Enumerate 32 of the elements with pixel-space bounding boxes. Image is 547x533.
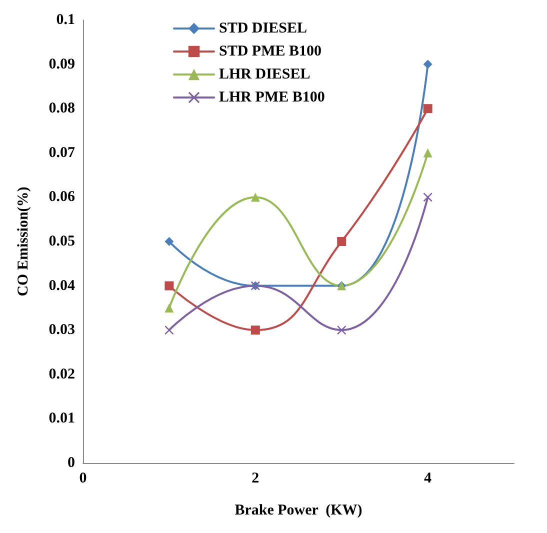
x-tick-label: 4 (424, 470, 432, 486)
point (423, 60, 432, 69)
point (337, 237, 346, 246)
legend-label: LHR PME B100 (219, 90, 325, 106)
y-tick-label: 0 (68, 455, 75, 471)
legend-label: LHR DIESEL (219, 66, 310, 82)
point (250, 326, 260, 335)
point (250, 192, 260, 202)
y-tick-label: 0.07 (48, 144, 76, 161)
legend-label: STD DIESEL (219, 20, 307, 36)
y-tick-label: 0.04 (48, 278, 76, 294)
point (164, 281, 174, 290)
y-tick-label: 0.05 (48, 234, 75, 250)
y-tick-label: 0.08 (48, 100, 75, 117)
y-tick-label: 0.06 (48, 189, 76, 206)
point (164, 237, 174, 246)
point (164, 303, 174, 312)
point (337, 326, 346, 335)
y-tick-label: 0.02 (48, 366, 75, 382)
y-tick-label: 0.01 (48, 410, 75, 427)
legend-label: STD PME B100 (219, 44, 322, 60)
point (423, 104, 432, 114)
x-axis-title: Brake Power (KW) (234, 502, 362, 518)
point (164, 326, 174, 335)
point (423, 192, 432, 202)
x-tick-label: 2 (252, 470, 260, 486)
x-tick-label: 0 (79, 470, 87, 486)
y-tick-label: 0.03 (48, 322, 75, 338)
y-tick-label: 0.09 (48, 56, 75, 72)
point (423, 148, 432, 158)
y-tick-label: 0.1 (56, 12, 75, 28)
y-axis-title: CO Emission(%) (16, 186, 32, 296)
